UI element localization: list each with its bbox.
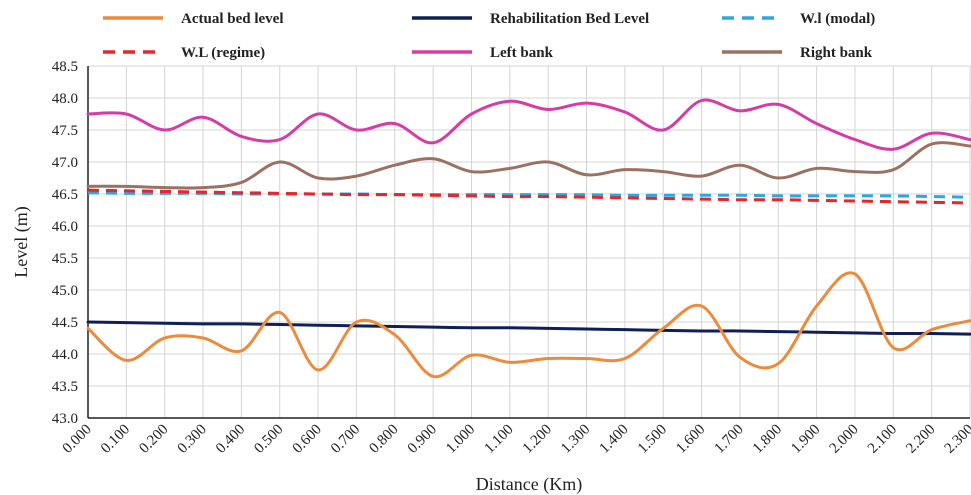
y-tick-label: 44.0 [52, 347, 78, 363]
x-tick-label: 1.700 [712, 422, 747, 457]
x-tick-label: 1.600 [673, 422, 708, 457]
y-tick-label: 48.0 [52, 91, 78, 107]
x-tick-label: 2.100 [865, 422, 900, 457]
x-tick-label: 1.800 [750, 422, 785, 457]
series-line-rehabilitation-bed-level [86, 320, 971, 336]
y-tick-label: 48.5 [52, 59, 78, 75]
x-tick-label: 0.400 [213, 422, 248, 457]
x-tick-label: 0.800 [366, 422, 401, 457]
series-line-right-bank [86, 141, 971, 190]
x-tick-label: 1.100 [481, 422, 516, 457]
y-axis-title: Level (m) [11, 206, 32, 277]
x-tick-label: 2.300 [942, 422, 971, 457]
x-tick-label: 0.500 [251, 422, 286, 457]
x-axis-title: Distance (Km) [476, 474, 582, 495]
y-tick-label: 45.5 [52, 251, 78, 267]
x-tick-label: 2.200 [903, 422, 938, 457]
y-tick-label: 47.0 [52, 155, 78, 171]
series-line-left-bank [86, 98, 971, 151]
y-tick-label: 47.5 [52, 123, 78, 139]
x-tick-label: 0.200 [136, 422, 171, 457]
legend-label-w-l-regime: W.L (regime) [181, 45, 265, 61]
x-tick-label: 1.000 [443, 422, 478, 457]
x-tick-label: 1.500 [635, 422, 670, 457]
legend: Actual bed level Rehabilitation Bed Level… [103, 11, 875, 61]
x-tick-label: 1.900 [788, 422, 823, 457]
x-tick-label: 1.200 [520, 422, 555, 457]
y-tick-label: 44.5 [52, 315, 78, 331]
series-layer [86, 98, 971, 379]
y-tick-label: 43.5 [52, 379, 78, 395]
x-tick-label: 0.100 [98, 422, 133, 457]
y-tick-label: 43.0 [52, 411, 78, 427]
x-tick-label: 0.900 [405, 422, 440, 457]
x-tick-label: 0.300 [175, 422, 210, 457]
x-tick-label: 0.700 [328, 422, 363, 457]
y-tick-label: 46.0 [52, 219, 78, 235]
x-tick-label: 1.400 [597, 422, 632, 457]
legend-label-w-l-modal: W.l (modal) [800, 11, 875, 27]
x-tick-label: 2.000 [827, 422, 862, 457]
grid [87, 65, 971, 419]
x-tick-label: 0.600 [290, 422, 325, 457]
legend-label-rehabilitation-bed-level: Rehabilitation Bed Level [490, 11, 649, 27]
legend-label-left-bank: Left bank [490, 45, 554, 61]
x-tick-label: 1.300 [558, 422, 593, 457]
legend-label-right-bank: Right bank [800, 45, 873, 61]
y-tick-label: 46.5 [52, 187, 78, 203]
series-line-actual-bed-level [86, 271, 971, 379]
y-tick-label: 45.0 [52, 283, 78, 299]
legend-label-actual-bed-level: Actual bed level [181, 11, 284, 27]
series-line-w-l-regime [87, 188, 971, 205]
